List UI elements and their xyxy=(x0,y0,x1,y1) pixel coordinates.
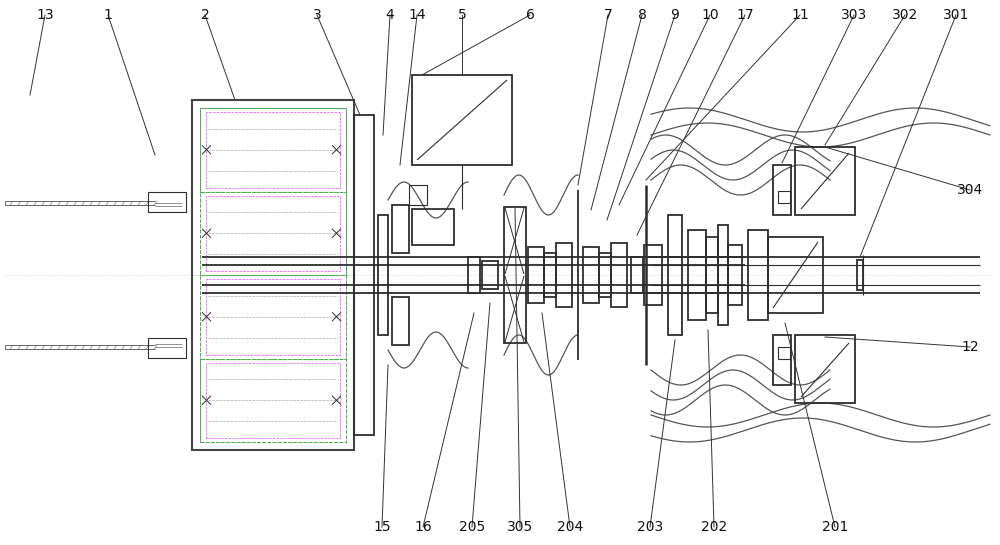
Text: 11: 11 xyxy=(791,8,809,22)
Bar xyxy=(412,209,454,245)
Text: 5: 5 xyxy=(458,8,466,22)
Text: 6: 6 xyxy=(526,8,534,22)
Bar xyxy=(706,237,718,313)
Bar xyxy=(482,261,498,289)
Text: 204: 204 xyxy=(557,520,583,534)
Bar xyxy=(773,335,791,385)
Bar xyxy=(795,335,855,403)
Text: 205: 205 xyxy=(459,520,485,534)
Bar xyxy=(192,100,354,450)
Text: 2: 2 xyxy=(201,8,209,22)
Bar xyxy=(599,253,611,297)
Text: 12: 12 xyxy=(961,340,979,354)
Bar xyxy=(611,243,627,307)
Bar xyxy=(748,230,768,320)
Bar xyxy=(148,338,186,358)
Bar xyxy=(528,247,544,303)
Bar xyxy=(778,191,790,203)
Bar xyxy=(778,347,790,359)
Bar xyxy=(688,230,706,320)
Text: 4: 4 xyxy=(386,8,394,22)
Bar xyxy=(206,362,340,438)
Text: 202: 202 xyxy=(701,520,727,534)
Text: 15: 15 xyxy=(373,520,391,534)
Bar xyxy=(200,108,346,191)
Bar xyxy=(544,253,556,297)
Text: 14: 14 xyxy=(408,8,426,22)
Bar xyxy=(728,245,742,305)
Text: 305: 305 xyxy=(507,520,533,534)
Bar xyxy=(200,359,346,442)
Bar xyxy=(148,192,186,212)
Bar xyxy=(468,257,480,293)
Text: 304: 304 xyxy=(957,183,983,197)
Bar xyxy=(206,196,340,271)
Text: 10: 10 xyxy=(701,8,719,22)
Text: 16: 16 xyxy=(414,520,432,534)
Bar xyxy=(644,245,662,305)
Bar xyxy=(392,205,409,253)
Bar xyxy=(773,165,791,215)
Text: 201: 201 xyxy=(822,520,848,534)
Text: 9: 9 xyxy=(671,8,679,22)
Bar xyxy=(504,207,526,343)
Bar xyxy=(409,185,427,205)
Bar xyxy=(668,215,682,335)
Text: 8: 8 xyxy=(638,8,646,22)
Text: 303: 303 xyxy=(841,8,867,22)
Bar xyxy=(857,260,863,290)
Bar xyxy=(768,237,823,313)
Bar xyxy=(206,279,340,354)
Text: 3: 3 xyxy=(313,8,321,22)
Bar xyxy=(200,108,346,442)
Bar xyxy=(795,147,855,215)
Text: 302: 302 xyxy=(892,8,918,22)
Text: 13: 13 xyxy=(36,8,54,22)
Bar xyxy=(206,112,340,187)
Bar xyxy=(354,115,374,435)
Bar xyxy=(378,215,388,335)
Text: 7: 7 xyxy=(604,8,612,22)
Bar xyxy=(200,191,346,275)
Bar xyxy=(556,243,572,307)
Bar xyxy=(718,225,728,325)
Bar xyxy=(412,75,512,165)
Text: 203: 203 xyxy=(637,520,663,534)
Text: 17: 17 xyxy=(736,8,754,22)
Bar xyxy=(200,275,346,359)
Bar xyxy=(583,247,599,303)
Text: 1: 1 xyxy=(104,8,112,22)
Bar xyxy=(631,257,643,293)
Text: 301: 301 xyxy=(943,8,969,22)
Bar xyxy=(392,297,409,345)
